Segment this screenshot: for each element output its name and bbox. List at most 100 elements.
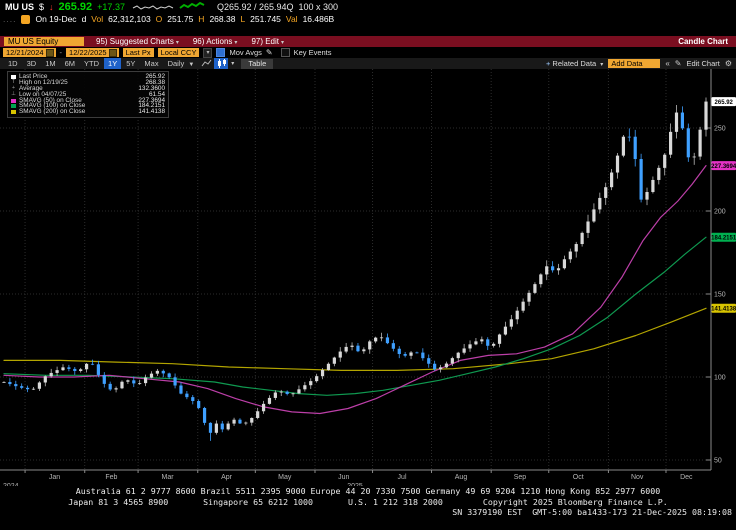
chart-type-label: Candle Chart [678,37,728,46]
candle-chart-icon[interactable] [214,58,229,69]
edit-chart-button[interactable]: Edit Chart [686,59,720,68]
drag-handle-dots[interactable]: .... [3,14,17,24]
table-button[interactable]: Table [241,58,274,69]
chevron-down-icon: ▾ [281,40,285,46]
date-from-input[interactable]: 12/21/2024 [3,48,56,57]
frequency-value: Daily [167,59,185,68]
svg-text:227.3694: 227.3694 [711,164,736,170]
period-ytd-button[interactable]: YTD [84,59,100,68]
ohlc-field-value: 251.75 [167,14,194,24]
chevron-down-icon: ▾ [175,40,179,46]
legend-label: Low on 04/07/25 [19,90,67,98]
period-max-button[interactable]: Max [144,59,159,68]
ticker-symbol: MU US [5,1,34,12]
legend-row[interactable]: + Average 132.3600 [11,84,165,92]
bid-ask: Q265.92 / 265.94Q [216,1,294,12]
chart-type-dropdown-icon[interactable]: ▾ [231,61,235,67]
date-to-input[interactable]: 12/22/2025 [66,48,119,57]
legend-label: Average [19,84,43,92]
legend-row[interactable]: SMAVG (50) on Close 227.3694 [11,96,165,104]
intraday-sparkline-icon [132,1,205,10]
price-field-select[interactable]: Last Px [122,48,154,57]
legend-value: 61.54 [149,90,165,98]
svg-text:100: 100 [714,375,726,382]
legend-swatch [11,110,16,115]
menu-items: 95) Suggested Charts ▾ 96) Actions ▾ 97) Edi… [96,37,284,46]
security-input[interactable]: MU US Equity [4,37,84,46]
legend-swatch [11,98,16,103]
key-events-checkbox[interactable] [280,48,290,57]
legend-row[interactable]: SMAVG (100) on Close 184.2151 [11,103,165,109]
ohlc-field-value: 62,312,103 [108,14,151,24]
mov-avgs-checkbox[interactable] [216,48,226,57]
related-data-button[interactable]: + Related Data ▾ [546,59,603,68]
period-1d-button[interactable]: 1D [8,59,18,68]
edit-pencil-icon[interactable]: ✎ [674,59,682,68]
ohlc-field-label: L [240,14,246,24]
legend-label: High on 12/19/25 [19,78,68,86]
period-1y-button[interactable]: 1Y [104,58,122,69]
add-data-button[interactable]: Add Data [608,59,661,68]
ma-line [3,164,707,415]
footer: Australia 61 2 9777 8600 Brazil 5511 239… [0,486,736,518]
legend-row[interactable]: ⊥ Low on 04/07/25 61.54 [11,90,165,98]
period-3d-button[interactable]: 3D [26,59,37,68]
menu-bar: MU US Equity 95) Suggested Charts ▾ 96) Ac… [0,36,736,47]
settings-bar: 12/21/2024 - 12/22/2025 Last Px Local CC… [0,47,736,58]
chart-canvas[interactable]: 50 100 150 200 250 Jan Feb Mar Apr May Jun Jul Aug Se… [0,69,736,490]
ohlc-field-value: 16.486B [302,14,335,24]
frequency-select[interactable]: Daily ▼ [164,59,199,68]
legend-row[interactable]: Last Price 265.92 [11,73,165,80]
chart-toolbar: 1D 3D 1M 6M YTD 1Y 5Y Max Daily ▼ ▾ Table + Rel… [0,58,736,69]
menu-item-3[interactable]: 97) Edit ▾ [251,37,285,46]
svg-text:150: 150 [714,292,726,299]
collapse-panel-icon[interactable]: « [665,59,670,68]
key-events-label: Key Events [293,48,332,57]
period-1m-button[interactable]: 1M [45,59,56,68]
axis-badge [711,232,736,242]
legend-box: Last Price 265.92 T High on 12/19/25 268.38 +… [7,71,169,119]
ma-line [3,307,707,371]
svg-text:Apr: Apr [221,474,233,481]
svg-text:May: May [278,474,292,481]
svg-text:Dec: Dec [680,474,693,481]
mov-avgs-edit-pencil-icon[interactable]: ✎ [265,48,273,57]
legend-marker: ⊥ [11,90,16,97]
axis-badge [711,303,736,313]
legend-value: 268.38 [145,78,165,86]
period-6m-button[interactable]: 6M [64,59,76,68]
ohlc-bar: .... On 19-Dec d Vol 62,312,103 O 251.75 H 26… [0,13,736,25]
price-change: +17.37 [97,1,125,12]
svg-text:Feb: Feb [105,474,117,481]
ohlc-field-value: 251.745 [250,14,281,24]
svg-text:Sep: Sep [514,474,527,481]
currency-select[interactable]: Local CCY [157,48,200,57]
chevron-down-icon: ▾ [600,62,604,68]
delay-flag: d [81,14,87,24]
ohlc-field-value: 268.38 [209,14,236,24]
menu-item-2[interactable]: 96) Actions ▾ [192,37,238,46]
line-chart-icon[interactable] [199,58,213,69]
down-arrow-icon: ↓ [49,1,54,12]
svg-text:Nov: Nov [631,474,644,481]
legend-label: SMAVG (50) on Close [19,96,82,104]
settings-gear-icon[interactable]: ⚙ [724,59,732,68]
ohlc-field-label: H [198,14,205,24]
alert-icon[interactable] [21,14,31,24]
legend-row[interactable]: T High on 12/19/25 268.38 [11,78,165,86]
footer-phone-line2: Japan 81 3 4565 8900 Singapore 65 6212 1… [68,496,668,507]
menu-item-1[interactable]: 95) Suggested Charts ▾ [96,37,179,46]
svg-text:141.4138: 141.4138 [711,307,736,313]
ohlc-field-label: O [155,14,163,24]
legend-label: Last Price [19,73,48,80]
ohlc-field-label: Vol [91,14,104,24]
footer-phone-line1: Australia 61 2 9777 8600 Brazil 5511 239… [75,486,661,496]
currency-dropdown-button[interactable]: ▾ [203,47,213,58]
legend-label: SMAVG (200) on Close [19,108,86,116]
svg-text:200: 200 [714,209,726,216]
ohlc-field-label: Val [285,14,298,24]
period-5y-button[interactable]: 5Y [126,59,136,68]
svg-text:184.2151: 184.2151 [711,236,736,242]
legend-row[interactable]: SMAVG (200) on Close 141.4138 [11,109,165,115]
svg-text:Jun: Jun [338,474,349,481]
